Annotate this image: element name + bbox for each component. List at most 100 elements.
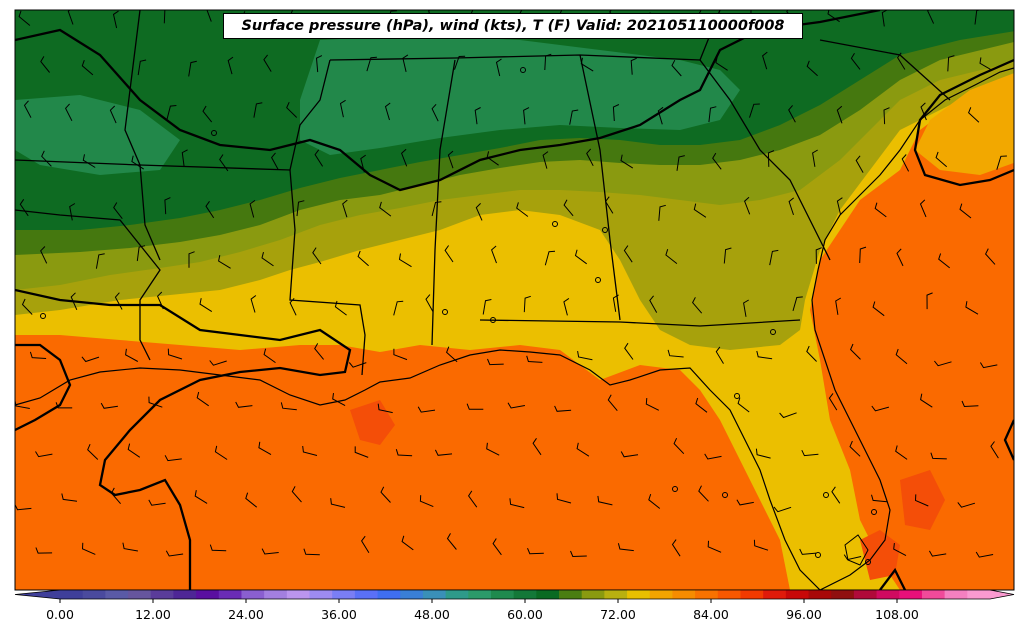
wind-barb bbox=[516, 202, 529, 217]
wind-barb bbox=[801, 449, 819, 457]
wind-barb bbox=[736, 499, 754, 506]
colorbar-swatch bbox=[445, 590, 469, 599]
colorbar-swatch bbox=[581, 590, 605, 599]
colorbar-swatch bbox=[468, 590, 492, 599]
wind-barb bbox=[914, 494, 929, 507]
wind-barb bbox=[926, 292, 933, 310]
colorbar-tick-label: 24.00 bbox=[228, 607, 264, 622]
colorbar-swatch bbox=[218, 590, 242, 599]
wind-barb bbox=[563, 199, 574, 217]
wind-barb bbox=[419, 495, 434, 508]
wind-barb bbox=[985, 248, 996, 265]
wind-barb bbox=[393, 300, 404, 316]
wind-barb bbox=[136, 245, 146, 262]
wind-barb bbox=[112, 10, 119, 29]
wind-barb bbox=[148, 499, 166, 506]
colorbar-swatch bbox=[921, 590, 946, 599]
wind-barb bbox=[523, 107, 530, 125]
wind-barb bbox=[755, 448, 771, 459]
wind-barb bbox=[762, 51, 768, 70]
wind-barb bbox=[695, 397, 708, 413]
wind-barb bbox=[303, 548, 320, 556]
wind-barb bbox=[227, 56, 234, 75]
colorbar-swatch bbox=[173, 590, 197, 599]
wind-barb bbox=[163, 10, 166, 24]
wind-barb bbox=[398, 253, 412, 268]
colorbar-swatch bbox=[128, 590, 152, 599]
wind-barb bbox=[576, 442, 590, 457]
wind-barb bbox=[434, 449, 453, 456]
wind-barb bbox=[446, 533, 457, 550]
wind-barb bbox=[199, 298, 213, 313]
wind-barb bbox=[261, 548, 279, 555]
wind-barb bbox=[872, 301, 885, 317]
wind-barb bbox=[67, 10, 74, 25]
wind-barb bbox=[235, 401, 253, 408]
wind-barb bbox=[947, 55, 955, 72]
wind-barb bbox=[920, 102, 927, 121]
wind-barb bbox=[620, 451, 639, 458]
wind-barb bbox=[919, 199, 927, 218]
wind-barb bbox=[61, 493, 78, 502]
wind-barb bbox=[673, 437, 685, 455]
wind-barb bbox=[806, 60, 818, 77]
wind-barb bbox=[630, 57, 637, 75]
wind-barb bbox=[69, 203, 76, 221]
wind-barb bbox=[836, 105, 843, 124]
wind-barb bbox=[41, 150, 52, 167]
wind-barb bbox=[250, 295, 257, 313]
wind-barb bbox=[859, 246, 867, 264]
wind-barb bbox=[773, 506, 792, 513]
wind-barb bbox=[526, 355, 543, 363]
wind-barb bbox=[895, 445, 908, 460]
wind-barb bbox=[658, 204, 666, 221]
wind-barb bbox=[544, 250, 556, 266]
wind-barb bbox=[544, 53, 552, 71]
wind-barb bbox=[542, 151, 549, 169]
colorbar-swatch bbox=[672, 590, 696, 599]
wind-barb bbox=[40, 246, 48, 264]
wind-barb bbox=[332, 393, 346, 407]
wind-barb bbox=[188, 60, 197, 77]
wind-barb bbox=[974, 10, 982, 25]
temp-band-lt-58 bbox=[300, 35, 740, 155]
wind-barb bbox=[812, 149, 818, 167]
colorbar-tick-label: 0.00 bbox=[46, 607, 74, 622]
wind-barb bbox=[194, 490, 208, 504]
wind-barb bbox=[131, 155, 144, 170]
wind-barb bbox=[148, 396, 163, 408]
wind-barb bbox=[883, 107, 890, 125]
wind-barb bbox=[164, 197, 171, 215]
wind-barb bbox=[657, 106, 664, 125]
colorbar-min-extension bbox=[15, 590, 60, 599]
wind-barb bbox=[486, 151, 499, 166]
wind-barb bbox=[444, 245, 454, 263]
wind-barb bbox=[393, 348, 408, 361]
colorbar-swatch bbox=[309, 590, 333, 599]
wind-barb bbox=[474, 107, 481, 125]
colorbar-swatch bbox=[150, 590, 174, 599]
wind-barb bbox=[737, 397, 750, 413]
colorbar-max-extension bbox=[990, 590, 1014, 599]
wind-barb bbox=[263, 348, 276, 364]
wind-barb bbox=[360, 535, 370, 554]
wind-barb bbox=[446, 346, 458, 363]
wind-barb bbox=[961, 400, 979, 408]
colorbar-tick-label: 60.00 bbox=[507, 607, 543, 622]
wind-barb bbox=[708, 106, 717, 123]
colorbar-tick-label: 72.00 bbox=[600, 607, 636, 622]
atlantic-warm-region bbox=[815, 82, 1014, 590]
wind-barb bbox=[482, 299, 492, 315]
wind-barb bbox=[342, 199, 348, 218]
wind-barb bbox=[957, 502, 976, 508]
wind-barb bbox=[15, 504, 32, 511]
gulf-coastline bbox=[15, 349, 821, 590]
wind-barb bbox=[665, 249, 678, 264]
wind-barb bbox=[649, 295, 658, 313]
wind-barb bbox=[188, 251, 195, 268]
wind-barb bbox=[920, 393, 933, 408]
colorbar-swatch bbox=[60, 590, 84, 599]
wind-barb bbox=[753, 539, 769, 551]
wind-barb bbox=[486, 442, 500, 456]
wind-barb bbox=[384, 102, 391, 121]
